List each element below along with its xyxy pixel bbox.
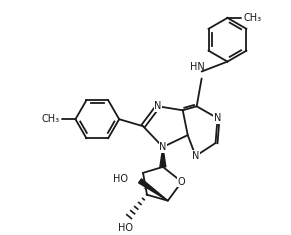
Text: N: N [154, 101, 162, 111]
Text: N: N [214, 113, 221, 123]
Text: HO: HO [118, 223, 133, 233]
Text: O: O [178, 177, 186, 187]
Text: ··: ·· [142, 185, 148, 194]
Text: HN: HN [190, 62, 205, 71]
Text: N: N [192, 151, 199, 161]
Text: CH₃: CH₃ [243, 13, 262, 23]
Polygon shape [139, 179, 168, 201]
Text: HO: HO [113, 174, 128, 184]
Text: CH₃: CH₃ [41, 114, 60, 124]
Text: N: N [159, 142, 166, 152]
Polygon shape [160, 147, 166, 167]
